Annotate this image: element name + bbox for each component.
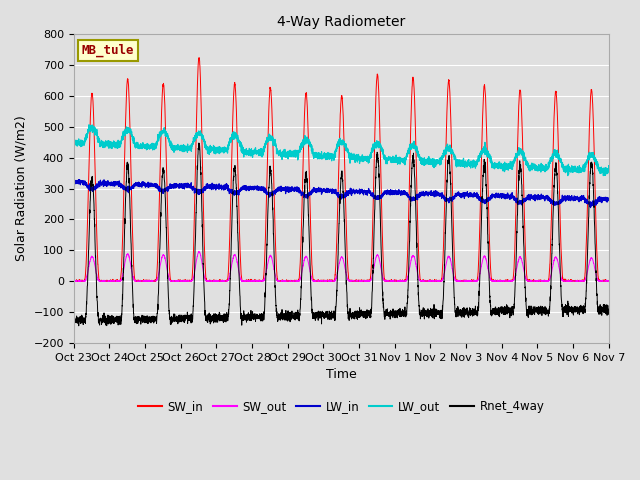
Rnet_4way: [492, 304, 499, 310]
SW_out: [70, 278, 77, 284]
SW_out: [605, 278, 612, 284]
Title: 4-Way Radiometer: 4-Way Radiometer: [277, 15, 405, 29]
Rnet_4way: [604, 309, 612, 314]
SW_out: [492, 278, 499, 284]
LW_in: [605, 195, 612, 201]
SW_in: [70, 278, 77, 284]
Rnet_4way: [461, 312, 469, 318]
SW_in: [605, 277, 612, 283]
Rnet_4way: [321, 312, 329, 318]
LW_in: [604, 198, 612, 204]
SW_out: [461, 278, 469, 284]
SW_in: [321, 278, 329, 284]
SW_out: [195, 249, 203, 254]
Rnet_4way: [70, 317, 77, 323]
LW_in: [461, 191, 469, 197]
Line: Rnet_4way: Rnet_4way: [74, 143, 609, 327]
Line: LW_in: LW_in: [74, 180, 609, 208]
Line: LW_out: LW_out: [74, 125, 609, 176]
LW_out: [461, 159, 469, 165]
SW_out: [431, 278, 439, 284]
LW_out: [431, 161, 439, 167]
LW_in: [431, 192, 439, 198]
LW_in: [321, 187, 329, 193]
Rnet_4way: [432, 306, 440, 312]
SW_in: [70, 277, 77, 283]
LW_in: [166, 184, 174, 190]
X-axis label: Time: Time: [326, 368, 356, 381]
Rnet_4way: [605, 307, 612, 312]
SW_out: [604, 278, 612, 284]
Rnet_4way: [195, 140, 203, 146]
SW_in: [604, 278, 612, 284]
LW_in: [587, 205, 595, 211]
LW_out: [321, 155, 329, 161]
SW_in: [492, 278, 499, 284]
SW_out: [166, 277, 173, 283]
SW_in: [461, 278, 469, 284]
LW_out: [605, 167, 612, 172]
LW_in: [492, 193, 499, 199]
LW_out: [85, 122, 93, 128]
Rnet_4way: [70, 324, 77, 330]
Y-axis label: Solar Radiation (W/m2): Solar Radiation (W/m2): [15, 116, 28, 262]
Legend: SW_in, SW_out, LW_in, LW_out, Rnet_4way: SW_in, SW_out, LW_in, LW_out, Rnet_4way: [134, 395, 549, 418]
LW_out: [564, 173, 572, 179]
Rnet_4way: [166, 316, 174, 322]
SW_out: [321, 278, 329, 284]
LW_out: [492, 161, 499, 167]
SW_in: [195, 55, 203, 60]
Text: MB_tule: MB_tule: [82, 44, 134, 57]
LW_in: [70, 180, 77, 186]
LW_out: [70, 140, 77, 146]
LW_out: [166, 143, 174, 149]
SW_in: [166, 274, 174, 279]
Line: SW_in: SW_in: [74, 58, 609, 281]
Line: SW_out: SW_out: [74, 252, 609, 281]
LW_in: [76, 177, 83, 182]
SW_in: [432, 278, 440, 284]
LW_out: [604, 168, 612, 173]
